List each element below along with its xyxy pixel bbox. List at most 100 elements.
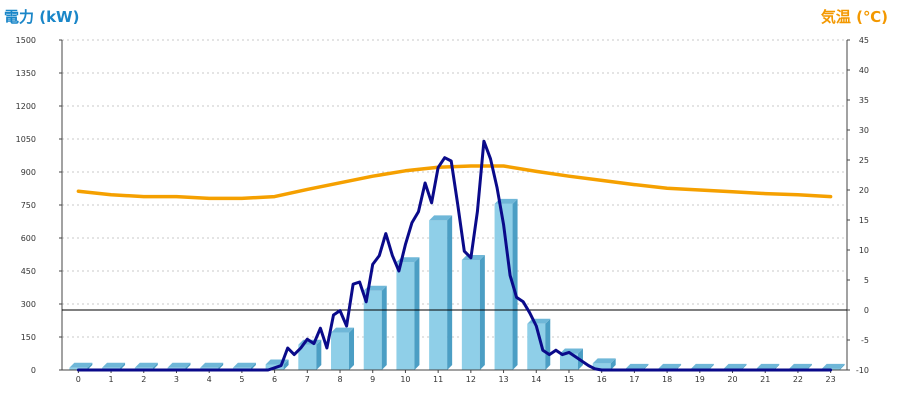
left-tick-label: 750 — [21, 201, 36, 210]
left-tick-label: 300 — [21, 300, 36, 309]
power-bar — [592, 358, 616, 370]
power-bar-front — [363, 290, 382, 370]
power-bar-top — [723, 363, 747, 369]
power-line — [76, 139, 833, 372]
right-tick-label: -5 — [861, 336, 869, 345]
x-tick-label: 17 — [629, 375, 639, 384]
x-tick-label: 16 — [597, 375, 607, 384]
x-tick-label: 20 — [727, 375, 737, 384]
left-tick-label: 600 — [21, 234, 36, 243]
power-bar-top — [756, 363, 780, 369]
power-bar-side — [87, 362, 93, 370]
power-bar-side — [218, 362, 224, 370]
power-bar-side — [381, 285, 387, 370]
power-bar-side — [447, 215, 453, 370]
x-tick-label: 21 — [760, 375, 770, 384]
power-bar-side — [676, 363, 682, 370]
x-tick-label: 9 — [370, 375, 375, 384]
power-bar-side — [185, 362, 191, 370]
x-tick-label: 5 — [239, 375, 244, 384]
power-bar-top — [167, 362, 191, 368]
left-tick-label: 1350 — [16, 69, 36, 78]
power-bar-side — [839, 363, 845, 370]
power-series — [76, 139, 833, 372]
power-bar-side — [479, 255, 485, 370]
power-bar-side — [316, 339, 322, 370]
temperature-series — [76, 164, 833, 201]
power-bar-front — [559, 353, 578, 370]
axes — [59, 39, 850, 373]
power-bar — [527, 318, 551, 370]
power-bar-top — [102, 362, 126, 368]
power-bar-front — [396, 262, 415, 370]
right-tick-label: 5 — [864, 276, 869, 285]
tick-labels: 01503004506007509001050120013501500-10-5… — [16, 36, 869, 384]
x-tick-label: 6 — [272, 375, 277, 384]
power-bar-side — [741, 363, 747, 370]
power-bar-side — [152, 362, 158, 370]
power-bar-top — [690, 363, 714, 369]
left-tick-label: 1050 — [16, 135, 36, 144]
power-bar-top — [625, 363, 649, 369]
x-tick-label: 3 — [174, 375, 179, 384]
right-tick-label: 25 — [859, 156, 869, 165]
right-axis-title: 気温 (℃) — [820, 8, 888, 26]
power-bar-top — [69, 362, 93, 368]
right-tick-label: 10 — [859, 246, 869, 255]
power-bar-front — [331, 332, 350, 370]
power-bar-side — [708, 363, 714, 370]
x-tick-label: 11 — [433, 375, 443, 384]
x-tick-label: 18 — [662, 375, 672, 384]
power-bar — [559, 348, 583, 370]
left-tick-label: 900 — [21, 168, 36, 177]
x-tick-label: 2 — [141, 375, 146, 384]
power-bar — [429, 215, 453, 370]
right-tick-label: 45 — [859, 36, 869, 45]
power-bar-top — [134, 362, 158, 368]
left-tick-label: 1200 — [16, 102, 36, 111]
x-tick-label: 22 — [793, 375, 803, 384]
x-tick-label: 14 — [531, 375, 541, 384]
x-tick-label: 1 — [109, 375, 114, 384]
power-bar-side — [643, 363, 649, 370]
left-tick-label: 1500 — [16, 36, 36, 45]
power-bar-side — [610, 358, 616, 370]
right-tick-label: 35 — [859, 96, 869, 105]
power-bar-front — [592, 363, 611, 370]
power-bar-front — [429, 220, 448, 370]
temperature-line — [76, 164, 833, 201]
right-tick-label: 30 — [859, 126, 869, 135]
x-tick-label: 15 — [564, 375, 574, 384]
power-bar-side — [283, 359, 289, 370]
power-bar — [331, 327, 355, 370]
x-tick-label: 4 — [207, 375, 212, 384]
x-tick-label: 0 — [76, 375, 81, 384]
power-bar-front — [494, 203, 513, 370]
right-tick-label: -10 — [856, 366, 869, 375]
power-bar-top — [200, 362, 224, 368]
right-tick-label: 0 — [864, 306, 869, 315]
grid — [62, 39, 847, 338]
power-bar-side — [806, 363, 812, 370]
power-bar-top — [429, 215, 453, 221]
power-bar-side — [512, 198, 518, 370]
x-tick-label: 7 — [305, 375, 310, 384]
power-bar-side — [774, 363, 780, 370]
power-bar-top — [658, 363, 682, 369]
power-bar-side — [349, 327, 355, 370]
power-bar-top — [592, 358, 616, 364]
power-bar — [494, 198, 518, 370]
power-bar-side — [250, 362, 256, 370]
x-tick-label: 23 — [826, 375, 836, 384]
x-tick-label: 13 — [498, 375, 508, 384]
x-tick-label: 8 — [337, 375, 342, 384]
x-tick-label: 12 — [466, 375, 476, 384]
x-tick-label: 19 — [695, 375, 705, 384]
left-tick-label: 150 — [21, 333, 36, 342]
right-tick-label: 20 — [859, 186, 869, 195]
power-bar-top — [232, 362, 256, 368]
right-tick-label: 40 — [859, 66, 869, 75]
left-tick-label: 450 — [21, 267, 36, 276]
power-bar-front — [298, 344, 317, 370]
